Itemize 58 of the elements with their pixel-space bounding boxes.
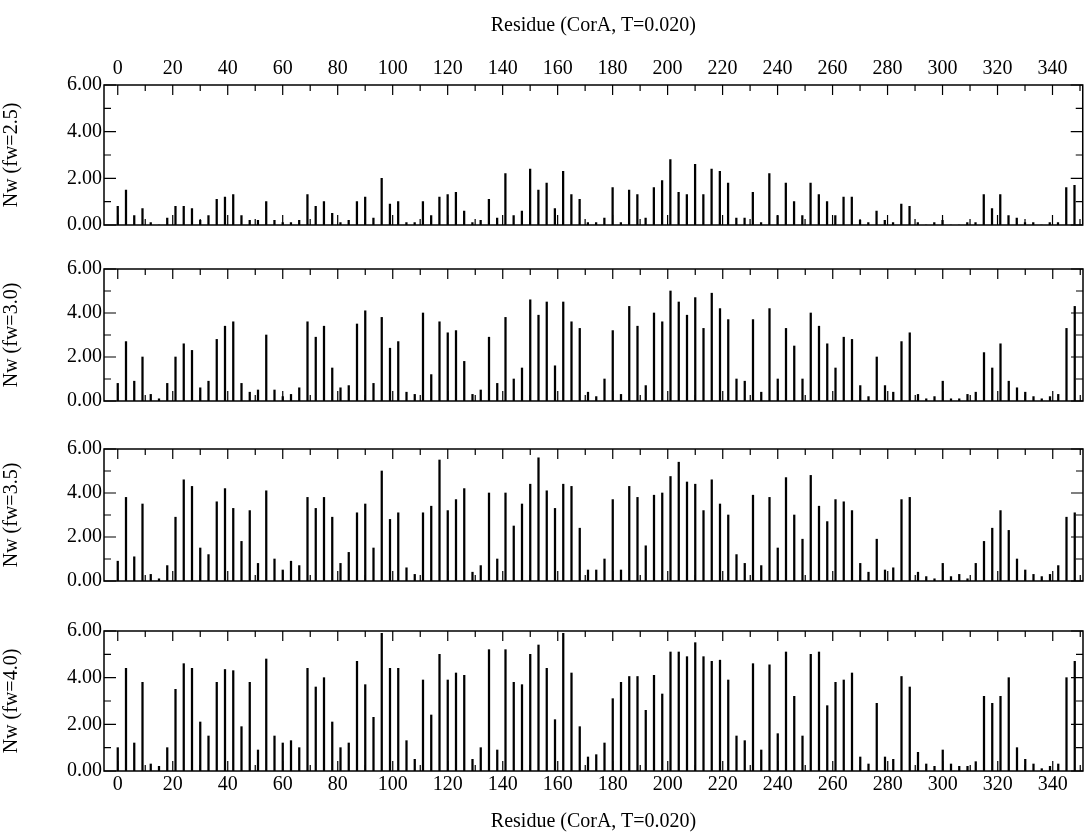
x-tick-label: 120 — [432, 56, 463, 79]
x-tick-label: 200 — [652, 56, 683, 79]
x-tick-label: 340 — [1037, 56, 1068, 79]
x-tick-label: 40 — [217, 772, 238, 795]
x-tick-label: 240 — [762, 56, 793, 79]
x-tick-label: 180 — [597, 56, 628, 79]
y-tick-label: 0.00 — [67, 758, 102, 781]
y-tick-label: 2.00 — [67, 524, 102, 547]
y-tick-label: 4.00 — [67, 118, 102, 141]
x-tick-label: 20 — [162, 56, 183, 79]
x-tick-label: 200 — [652, 772, 683, 795]
y-axis-title: Nw (fw=4.0) — [0, 648, 23, 754]
y-tick-label: 0.00 — [67, 388, 102, 411]
y-axis-title: Nw (fw=3.5) — [0, 462, 23, 568]
x-tick-label: 40 — [217, 56, 238, 79]
x-tick-label: 320 — [982, 772, 1013, 795]
y-tick-label: 2.00 — [67, 165, 102, 188]
x-tick-label: 220 — [707, 56, 738, 79]
x-tick-label: 60 — [272, 56, 293, 79]
x-tick-label: 300 — [927, 772, 958, 795]
y-tick-label: 6.00 — [67, 618, 102, 641]
x-tick-label: 120 — [432, 772, 463, 795]
y-tick-label: 0.00 — [67, 212, 102, 235]
x-tick-label: 20 — [162, 772, 183, 795]
y-axis-title: Nw (fw=3.0) — [0, 282, 23, 388]
x-tick-label: 160 — [542, 772, 573, 795]
x-tick-label: 80 — [327, 772, 348, 795]
y-tick-label: 4.00 — [67, 300, 102, 323]
x-tick-label: 280 — [872, 772, 903, 795]
x-tick-label: 220 — [707, 772, 738, 795]
x-tick-label: 80 — [327, 56, 348, 79]
x-tick-label: 300 — [927, 56, 958, 79]
x-tick-label: 280 — [872, 56, 903, 79]
x-tick-label: 100 — [377, 772, 408, 795]
y-tick-label: 6.00 — [67, 256, 102, 279]
x-tick-label: 60 — [272, 772, 293, 795]
y-axis-title: Nw (fw=2.5) — [0, 102, 23, 208]
y-tick-label: 6.00 — [67, 72, 102, 95]
x-tick-label: 260 — [817, 772, 848, 795]
x-tick-label: 340 — [1037, 772, 1068, 795]
x-tick-label: 0 — [112, 772, 123, 795]
x-tick-label: 240 — [762, 772, 793, 795]
x-tick-label: 320 — [982, 56, 1013, 79]
x-tick-label: 180 — [597, 772, 628, 795]
y-tick-label: 2.00 — [67, 344, 102, 367]
x-axis-title: Residue (CorA, T=0.020) — [490, 809, 697, 833]
x-tick-label: 160 — [542, 56, 573, 79]
x-tick-label: 0 — [112, 56, 123, 79]
y-tick-label: 0.00 — [67, 568, 102, 591]
x-axis-title: Residue (CorA, T=0.020) — [490, 13, 697, 37]
y-tick-label: 4.00 — [67, 480, 102, 503]
x-tick-label: 140 — [487, 56, 518, 79]
x-tick-label: 100 — [377, 56, 408, 79]
y-tick-label: 4.00 — [67, 664, 102, 687]
x-tick-label: 260 — [817, 56, 848, 79]
y-tick-label: 6.00 — [67, 436, 102, 459]
x-tick-label: 140 — [487, 772, 518, 795]
y-tick-label: 2.00 — [67, 711, 102, 734]
